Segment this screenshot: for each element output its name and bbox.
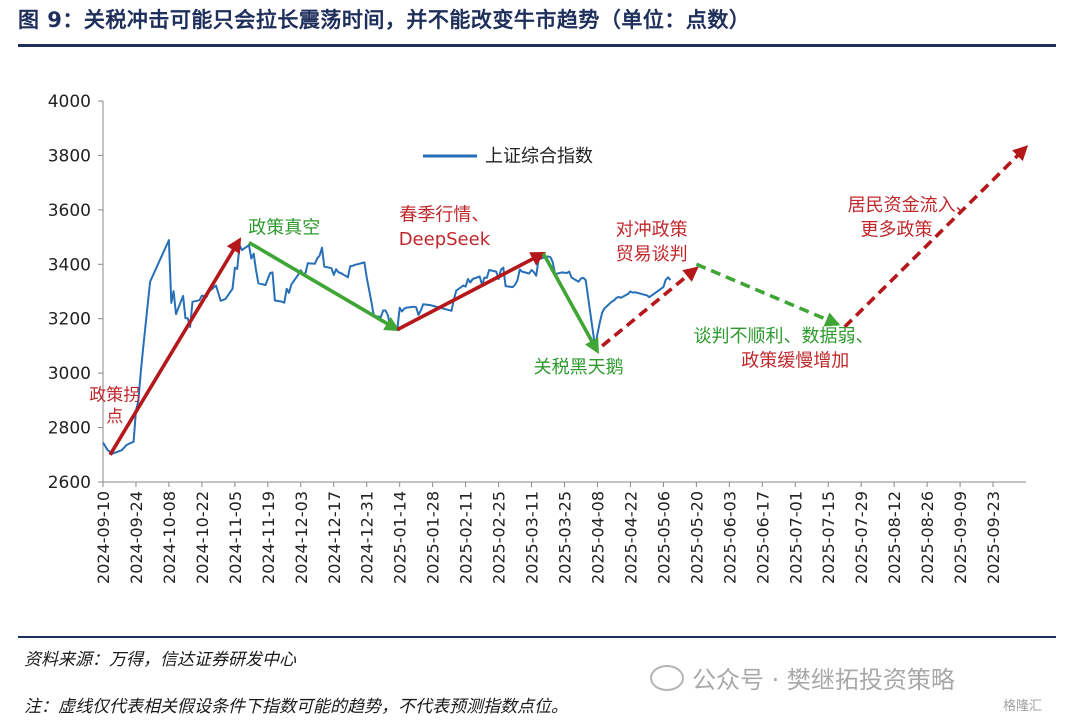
x-tick-label: 2025-06-03 [720, 491, 739, 584]
x-tick-label: 2024-12-31 [358, 491, 377, 584]
annotation-label: 谈判不顺利、数据弱、 [693, 326, 873, 347]
y-tick-label: 4000 [48, 92, 91, 112]
x-tick-label: 2025-02-11 [457, 491, 476, 584]
chart-canvas: 2600 2800 3000 3200 3400 3600 3800 4000 2024-09-… [48, 92, 1029, 584]
x-tick-label: 2025-07-01 [786, 491, 805, 584]
x-tick-label: 2024-12-17 [325, 491, 344, 584]
x-tick-label: 2025-07-15 [819, 491, 838, 584]
annotation-label: DeepSeek [399, 229, 491, 250]
x-tick-label: 2024-11-19 [259, 491, 278, 584]
x-tick-label: 2025-08-12 [885, 491, 904, 584]
footer-rule [18, 636, 1056, 638]
x-tick-label: 2024-10-22 [193, 491, 212, 584]
x-tick-label: 2025-09-23 [984, 491, 1003, 584]
x-tick-label: 2025-09-09 [951, 491, 970, 584]
annotation-label: 贸易谈判 [616, 244, 688, 265]
up-arrow-solid [396, 251, 546, 332]
annotation-label: 对冲政策 [616, 220, 688, 241]
source-note: 资料来源：万得，信达证券研发中心 [24, 650, 296, 670]
y-tick-label: 3200 [48, 310, 91, 330]
down-arrow-solid [248, 240, 400, 332]
x-tick-label: 2025-08-26 [918, 491, 937, 584]
annotation-label: 政策拐 [89, 385, 140, 405]
x-tick-label: 2024-12-03 [292, 491, 311, 584]
legend: 上证综合指数 [423, 146, 593, 167]
series-line-shanghai-composite [102, 239, 672, 455]
annotation-label: 政策真空 [248, 218, 320, 239]
x-tick-label: 2025-04-08 [588, 491, 607, 584]
arrow-layer [108, 145, 1029, 456]
up-arrow-dashed [843, 145, 1029, 329]
title-rule [18, 44, 1056, 47]
x-tick-label: 2024-09-10 [94, 491, 113, 584]
wechat-icon [650, 665, 684, 691]
down-arrow-solid [541, 252, 600, 355]
x-tick-label: 2025-02-25 [490, 491, 509, 584]
legend-label: 上证综合指数 [485, 146, 593, 167]
axes: 2600 2800 3000 3200 3400 3600 3800 4000 2024-09-… [48, 92, 1026, 584]
up-arrow-dashed [601, 266, 699, 348]
watermark-corner: 格隆汇 [1003, 699, 1043, 714]
series-layer [102, 239, 672, 455]
annotation-label: 点 [106, 407, 123, 427]
x-tick-label: 2024-11-05 [226, 491, 245, 584]
x-tick-label: 2025-04-22 [621, 491, 640, 584]
x-tick-label: 2024-10-08 [160, 491, 179, 584]
annotation-label: 关税黑天鹅 [534, 357, 624, 378]
annotation-label: 春季行情、 [399, 205, 489, 226]
watermark-text: 公众号 · 樊继拓投资策略 [692, 666, 955, 694]
y-tick-label: 3800 [48, 146, 91, 166]
figure-title: 图 9：关税冲击可能只会拉长震荡时间，并不能改变牛市趋势（单位：点数） [18, 8, 751, 32]
annotation-label: 居民资金流入、 [848, 195, 974, 216]
y-tick-label: 3600 [48, 201, 91, 221]
x-tick-label: 2025-05-06 [654, 491, 673, 584]
footnote: 注：虚线仅代表相关假设条件下指数可能的趋势，不代表预测指数点位。 [24, 697, 568, 717]
x-tick-label: 2025-06-17 [753, 491, 772, 584]
x-tick-label: 2025-03-25 [556, 491, 575, 584]
y-tick-label: 3400 [48, 255, 91, 275]
watermark: 公众号 · 樊继拓投资策略 [650, 660, 955, 695]
x-tick-label: 2025-07-29 [852, 491, 871, 584]
annotation-label: 政策缓慢增加 [741, 350, 849, 371]
up-arrow-solid [108, 237, 242, 456]
x-tick-label: 2025-01-28 [424, 491, 443, 584]
y-tick-label: 2600 [48, 473, 91, 493]
x-tick-label: 2025-05-20 [687, 491, 706, 584]
y-tick-label: 2800 [48, 419, 91, 439]
annotation-label: 更多政策 [860, 220, 932, 241]
y-tick-label: 3000 [48, 364, 91, 384]
x-tick-label: 2024-09-24 [127, 491, 146, 584]
down-arrow-dashed [695, 262, 841, 327]
x-tick-label: 2025-03-11 [523, 491, 542, 584]
x-tick-label: 2025-01-14 [391, 491, 410, 584]
